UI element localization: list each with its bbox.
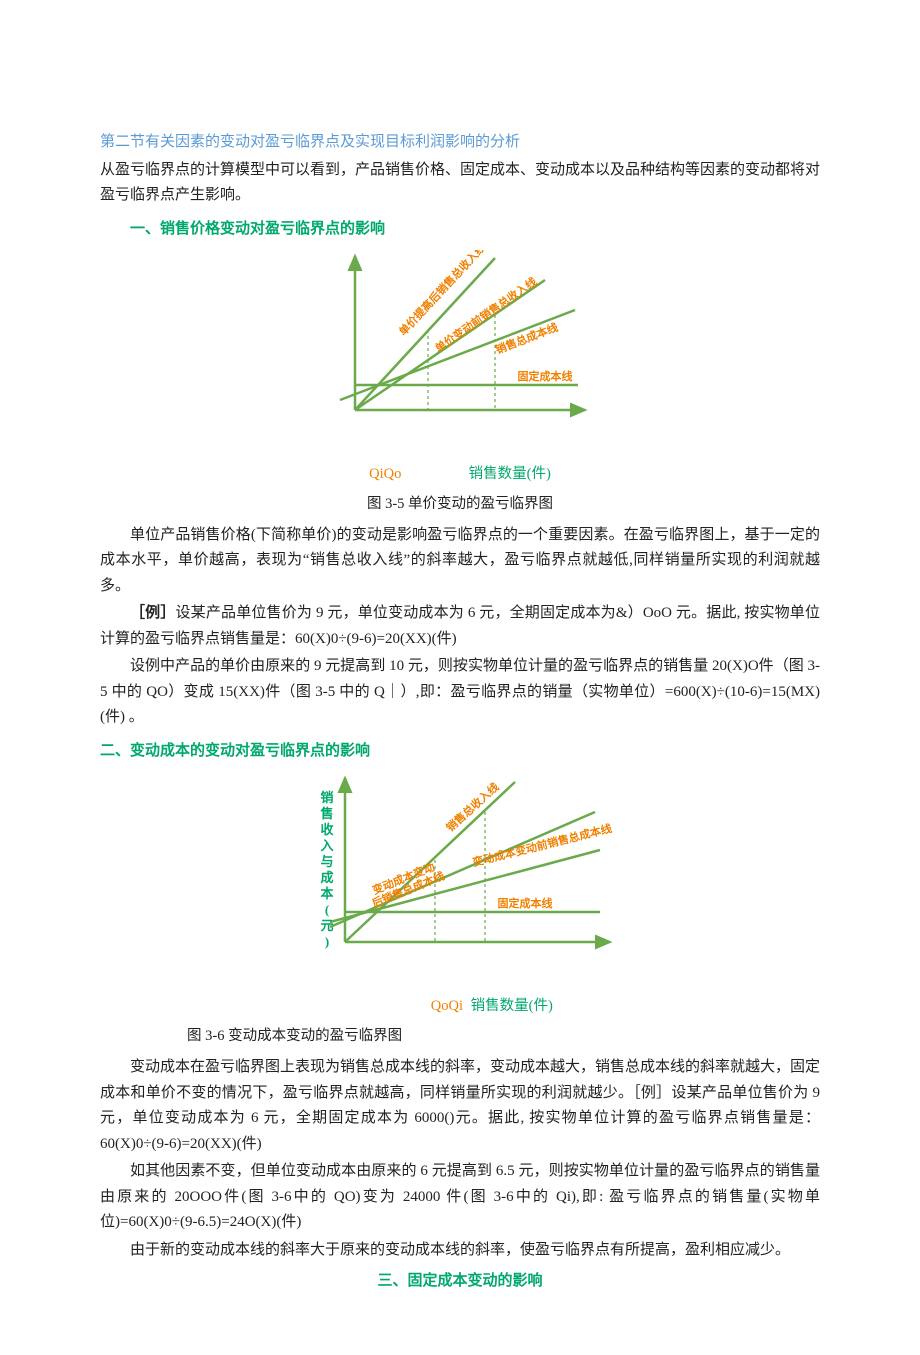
heading-3: 三、固定成本变动的影响	[100, 1269, 820, 1295]
svg-text:变动成本变动前销售总成本线: 变动成本变动前销售总成本线	[471, 821, 613, 869]
chart-2-xlabel: 销售数量(件)	[471, 998, 553, 1014]
svg-text:本: 本	[320, 886, 333, 901]
svg-text:): )	[325, 934, 329, 949]
svg-text:售: 售	[320, 806, 333, 821]
document-page: 第二节有关因素的变动对盈亏临界点及实现目标利润影响的分析 从盈亏临界点的计算模型…	[0, 0, 920, 1355]
svg-text:销: 销	[320, 790, 333, 805]
paragraph-1: 单位产品销售价格(下简称单价)的变动是影响盈亏临界点的一个重要因素。在盈亏临界图…	[100, 523, 820, 600]
chart-2-wrap: 销售总收入线变动成本变动后销售总成本线变动成本变动前销售总成本线固定成本线销售收…	[100, 772, 820, 992]
chart-1-xlabel: 销售数量(件)	[469, 466, 551, 482]
chart-1-caption: 图 3-5 单价变动的盈亏临界图	[100, 492, 820, 517]
svg-text:固定成本线: 固定成本线	[498, 896, 553, 910]
svg-text:固定成本线: 固定成本线	[518, 369, 573, 383]
chart-1-wrap: 单价提高后销售总收入线单价变动前销售总收入线销售总成本线固定成本线	[100, 250, 820, 460]
intro-paragraph: 从盈亏临界点的计算模型中可以看到，产品销售价格、固定成本、变动成本以及品种结构等…	[100, 158, 820, 209]
chart-1-x-row: QiQo 销售数量(件)	[100, 462, 820, 487]
chart-1: 单价提高后销售总收入线单价变动前销售总收入线销售总成本线固定成本线	[320, 250, 600, 450]
svg-text:收: 收	[320, 822, 334, 837]
heading-1: 一、销售价格变动对盈亏临界点的影响	[100, 217, 820, 243]
svg-text:销售总收入线: 销售总收入线	[443, 780, 501, 835]
section-title: 第二节有关因素的变动对盈亏临界点及实现目标利润影响的分析	[100, 130, 820, 156]
heading-2: 二、变动成本的变动对盈亏临界点的影响	[100, 739, 820, 765]
svg-text:(: (	[325, 902, 329, 917]
svg-text:与: 与	[320, 854, 333, 869]
chart-2-caption: 图 3-6 变动成本变动的盈亏临界图	[100, 1024, 820, 1049]
chart-2-markers: QoQi	[431, 998, 463, 1014]
paragraph-4: 变动成本在盈亏临界图上表现为销售总成本线的斜率，变动成本越大，销售总成本线的斜率…	[100, 1055, 820, 1157]
chart-2: 销售总收入线变动成本变动后销售总成本线变动成本变动前销售总成本线固定成本线销售收…	[290, 772, 630, 982]
chart-2-x-row: QoQi 销售数量(件)	[100, 994, 820, 1019]
svg-text:成: 成	[320, 870, 333, 885]
example-label: ［例］	[130, 605, 176, 621]
paragraph-2-body: 设某产品单位售价为 9 元，单位变动成本为 6 元，全期固定成本为&）OoO 元…	[100, 605, 820, 647]
paragraph-5: 如其他因素不变，但单位变动成本由原来的 6 元提高到 6.5 元，则按实物单位计…	[100, 1159, 820, 1236]
paragraph-2: ［例］设某产品单位售价为 9 元，单位变动成本为 6 元，全期固定成本为&）Oo…	[100, 601, 820, 652]
chart-1-markers: QiQo	[369, 466, 401, 482]
paragraph-6: 由于新的变动成本线的斜率大于原来的变动成本线的斜率，使盈亏临界点有所提高，盈利相…	[100, 1238, 820, 1264]
paragraph-3: 设例中产品的单价由原来的 9 元提高到 10 元，则按实物单位计量的盈亏临界点的…	[100, 654, 820, 731]
svg-text:元: 元	[320, 918, 333, 933]
svg-text:入: 入	[320, 838, 333, 853]
